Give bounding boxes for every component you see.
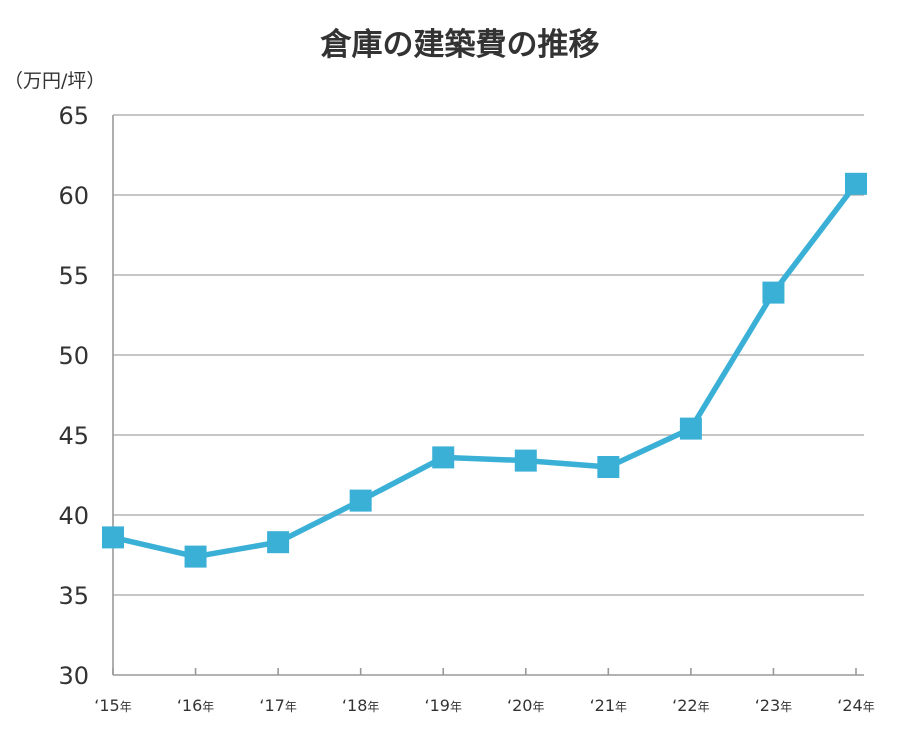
y-tick-label: 35 xyxy=(58,582,89,610)
x-tick-labels: ‘15年 ‘16年 ‘17年 ‘18年 ‘19年 ‘20年 ‘21年 ‘22年 ‘23年 ‘24年 xyxy=(94,696,874,715)
y-tick-label: 40 xyxy=(58,502,89,530)
series-markers xyxy=(102,172,867,568)
x-tick-label: ‘20年 xyxy=(507,696,544,715)
axes xyxy=(112,115,864,676)
x-tick-label: ‘19年 xyxy=(424,696,461,715)
data-point-marker xyxy=(102,526,124,549)
x-tick-label: ‘24年 xyxy=(837,696,874,715)
chart-title: 倉庫の建築費の推移 xyxy=(320,27,600,63)
y-tick-label: 30 xyxy=(58,662,89,690)
gridlines xyxy=(113,114,864,596)
x-tick-label: ‘18年 xyxy=(342,696,379,715)
x-tick-label: ‘21年 xyxy=(590,696,627,715)
data-point-marker xyxy=(267,531,290,554)
data-point-marker xyxy=(597,456,620,478)
y-tick-label: 45 xyxy=(58,422,89,450)
y-tick-label: 60 xyxy=(58,182,89,210)
data-point-marker xyxy=(845,172,867,195)
data-point-marker xyxy=(679,417,702,440)
x-tick-label: ‘17年 xyxy=(259,696,296,715)
x-tick-label: ‘22年 xyxy=(672,696,709,715)
x-tick-label: ‘23年 xyxy=(755,696,792,715)
y-tick-labels: 30 35 40 45 50 55 60 65 xyxy=(58,102,89,690)
series-line xyxy=(110,181,859,560)
data-point-marker xyxy=(184,545,207,568)
x-tick-label: ‘15年 xyxy=(94,696,131,715)
y-tick-label: 55 xyxy=(58,262,89,290)
data-point-marker xyxy=(514,449,537,472)
data-point-marker xyxy=(432,446,455,469)
y-tick-label: 65 xyxy=(58,102,89,130)
data-point-marker xyxy=(349,489,372,512)
series-line-layer xyxy=(110,181,859,560)
x-tick-label: ‘16年 xyxy=(177,696,214,715)
y-axis-unit-label: （万円/坪） xyxy=(4,70,105,92)
y-tick-label: 50 xyxy=(58,342,89,370)
data-point-marker xyxy=(762,281,785,304)
